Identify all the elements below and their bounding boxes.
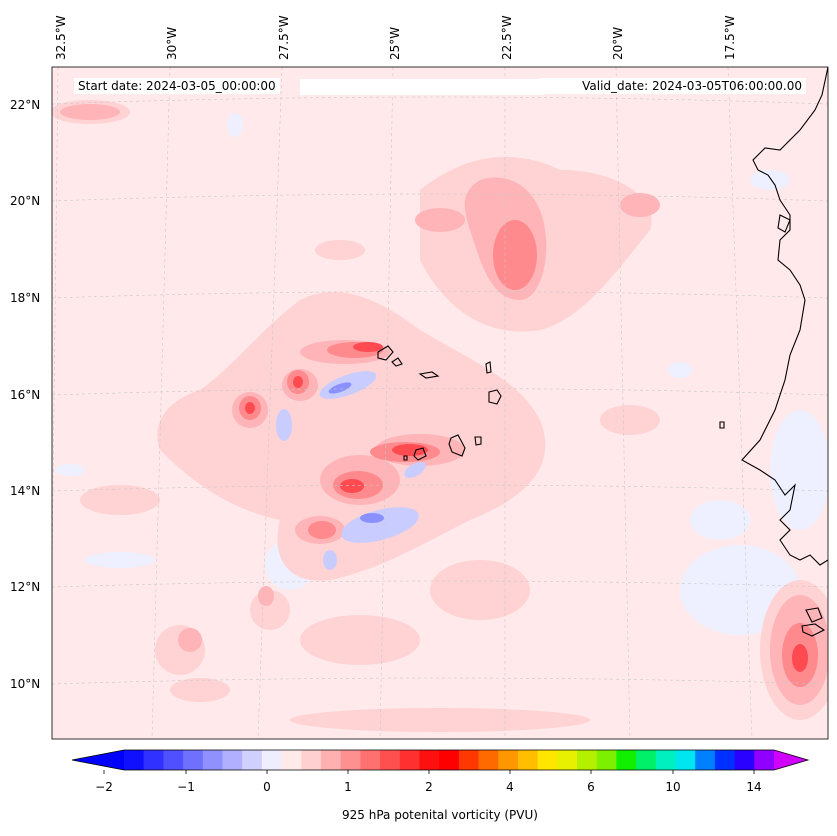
coastline	[377, 67, 828, 637]
colorbar-swatch	[636, 750, 657, 770]
colorbar-swatch	[478, 750, 499, 770]
lat-label-16n: 16°N	[10, 388, 41, 402]
lon-label-27-5w: 27.5°W	[277, 15, 291, 60]
colorbar-swatch	[183, 750, 204, 770]
info-strip	[300, 79, 545, 95]
colorbar-swatch	[320, 750, 342, 770]
lat-label-20n: 20°N	[10, 194, 41, 208]
colorbar-label: 925 hPa potenital vorticity (PVU)	[342, 808, 538, 822]
colorbar-swatch	[714, 750, 736, 770]
cb-tick-0: 0	[263, 780, 271, 794]
colorbar-swatch	[537, 750, 558, 770]
cb-tick-6: 6	[587, 780, 595, 794]
lat-label-12n: 12°N	[10, 580, 41, 594]
colorbar-swatch	[399, 750, 421, 770]
colorbar-swatch	[754, 750, 775, 770]
colorbar-swatch	[734, 750, 755, 770]
colorbar-swatch	[202, 750, 224, 770]
cb-tick-neg1: −1	[177, 780, 195, 794]
colorbar-swatch	[301, 750, 322, 770]
cb-tick-neg2: −2	[95, 780, 113, 794]
cb-tick-2: 2	[425, 780, 433, 794]
colorbar-outline	[71, 749, 810, 771]
colorbar-swatch	[380, 750, 401, 770]
colorbar-swatch	[222, 750, 243, 770]
lat-label-14n: 14°N	[10, 484, 41, 498]
colorbar-swatch	[143, 750, 164, 770]
colorbar-swatch	[458, 750, 480, 770]
colorbar-swatch	[124, 750, 145, 770]
colorbar-swatch	[360, 750, 381, 770]
map-frame	[51, 66, 829, 740]
colorbar-swatch	[577, 750, 598, 770]
colorbar-swatch	[498, 750, 519, 770]
colorbar-swatch	[655, 750, 677, 770]
lat-label-10n: 10°N	[10, 677, 41, 691]
colorbar-swatch	[557, 750, 578, 770]
negative-pv-strong	[328, 382, 384, 523]
colorbar-swatch	[675, 750, 696, 770]
colorbar-swatch	[261, 750, 283, 770]
lon-label-20w: 20°W	[611, 26, 625, 60]
pv-field	[52, 67, 828, 739]
lat-label-22n: 22°N	[10, 98, 41, 112]
cb-tick-1: 1	[344, 780, 352, 794]
colorbar-swatch	[163, 750, 184, 770]
lat-label-18n: 18°N	[10, 291, 41, 305]
colorbar-swatch	[616, 750, 637, 770]
colorbar-swatch	[596, 750, 618, 770]
start-date-label: Start date: 2024-03-05_00:00:00	[74, 78, 280, 94]
colorbar-under-arrow	[72, 750, 124, 770]
colorbar-swatch	[281, 750, 302, 770]
graticule	[52, 67, 828, 739]
valid-date-label: Valid_date: 2024-03-05T06:00:00.00	[540, 78, 806, 94]
cb-tick-10: 10	[665, 780, 681, 794]
colorbar-swatch	[439, 750, 460, 770]
pv-core	[245, 342, 808, 672]
lon-label-22-5w: 22.5°W	[500, 15, 514, 60]
colorbar	[71, 749, 810, 774]
lon-label-17-5w: 17.5°W	[723, 15, 737, 60]
colorbar-swatch	[340, 750, 361, 770]
lon-label-32-5w: 32.5°W	[54, 15, 68, 60]
colorbar-over-arrow	[774, 750, 808, 770]
colorbar-swatch	[517, 750, 539, 770]
colorbar-swatch	[419, 750, 440, 770]
lon-label-30w: 30°W	[165, 26, 179, 60]
lon-label-25w: 25°W	[388, 26, 402, 60]
cb-tick-4: 4	[506, 780, 514, 794]
colorbar-swatch	[242, 750, 263, 770]
cb-tick-14: 14	[746, 780, 762, 794]
colorbar-swatch	[695, 750, 716, 770]
